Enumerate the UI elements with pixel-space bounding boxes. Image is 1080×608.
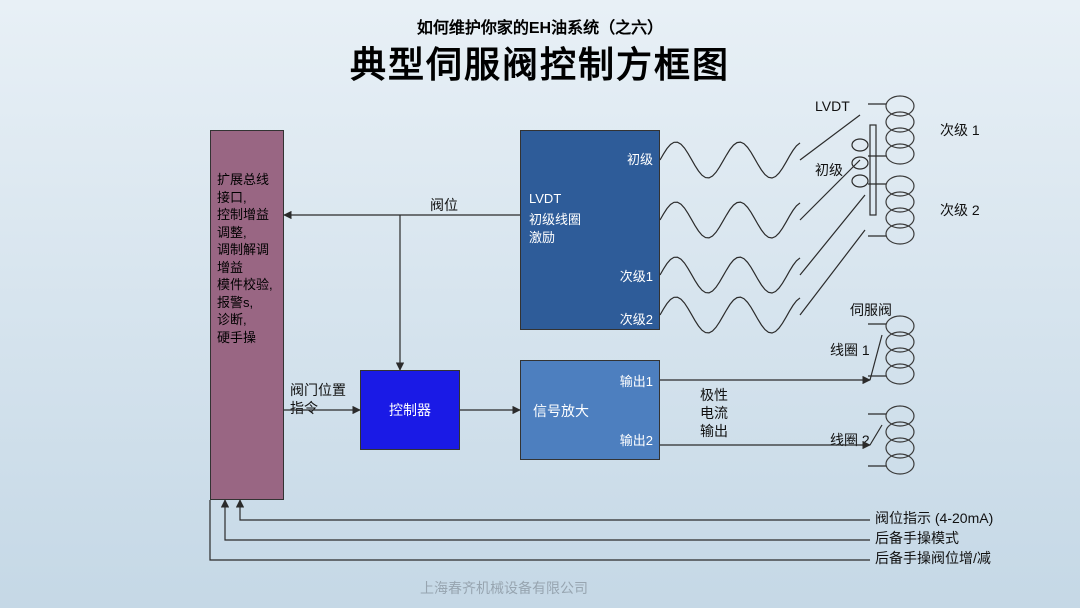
label-lvdt-header: LVDT	[815, 98, 850, 114]
block-amplifier: 输出1 信号放大 输出2	[520, 360, 660, 460]
label-coil2: 线圈 2	[830, 430, 870, 450]
label-sec2: 次级 2	[940, 200, 980, 220]
amplifier-label: 信号放大	[533, 401, 589, 421]
block-lvdt-drive: 初级 LVDT 初级线圈 激励 次级1 次级2	[520, 130, 660, 330]
label-polarity1: 极性	[700, 385, 728, 405]
block-main-module: 扩展总线 接口, 控制增益 调整, 调制解调 增益 模件校验, 报警s, 诊断,…	[210, 130, 284, 500]
label-valve-cmd1: 阀门位置	[290, 380, 346, 400]
lvdt-line2: 初级线圈	[529, 209, 581, 228]
lvdt-line1: LVDT	[529, 191, 561, 206]
port-out2: 输出2	[620, 430, 653, 449]
label-polarity3: 输出	[700, 421, 728, 441]
label-coil1: 线圈 1	[830, 340, 870, 360]
label-feedback1: 阀位指示 (4-20mA)	[875, 508, 993, 528]
port-primary: 初级	[627, 149, 653, 168]
label-sec1: 次级 1	[940, 120, 980, 140]
port-out1: 输出1	[620, 371, 653, 390]
label-polarity2: 电流	[700, 403, 728, 423]
label-feedback2: 后备手操模式	[875, 528, 959, 548]
label-valve-cmd2: 指令	[290, 398, 318, 418]
diagram-canvas: 如何维护你家的EH油系统（之六） 典型伺服阀控制方框图 扩展总线 接口, 控制增…	[0, 0, 1080, 608]
port-sec2: 次级2	[620, 309, 653, 328]
label-feedback3: 后备手操阀位增/减	[875, 548, 991, 568]
block-main-text: 扩展总线 接口, 控制增益 调整, 调制解调 增益 模件校验, 报警s, 诊断,…	[217, 171, 277, 346]
label-valve-pos: 阀位	[430, 195, 458, 215]
controller-label: 控制器	[389, 400, 431, 420]
label-servo-header: 伺服阀	[850, 300, 892, 320]
port-sec1: 次级1	[620, 266, 653, 285]
main-title: 典型伺服阀控制方框图	[0, 36, 1080, 88]
block-controller: 控制器	[360, 370, 460, 450]
subtitle: 如何维护你家的EH油系统（之六）	[0, 14, 1080, 38]
label-primary: 初级	[815, 160, 843, 180]
watermark: 上海春齐机械设备有限公司	[420, 578, 588, 598]
lvdt-line3: 激励	[529, 227, 555, 246]
